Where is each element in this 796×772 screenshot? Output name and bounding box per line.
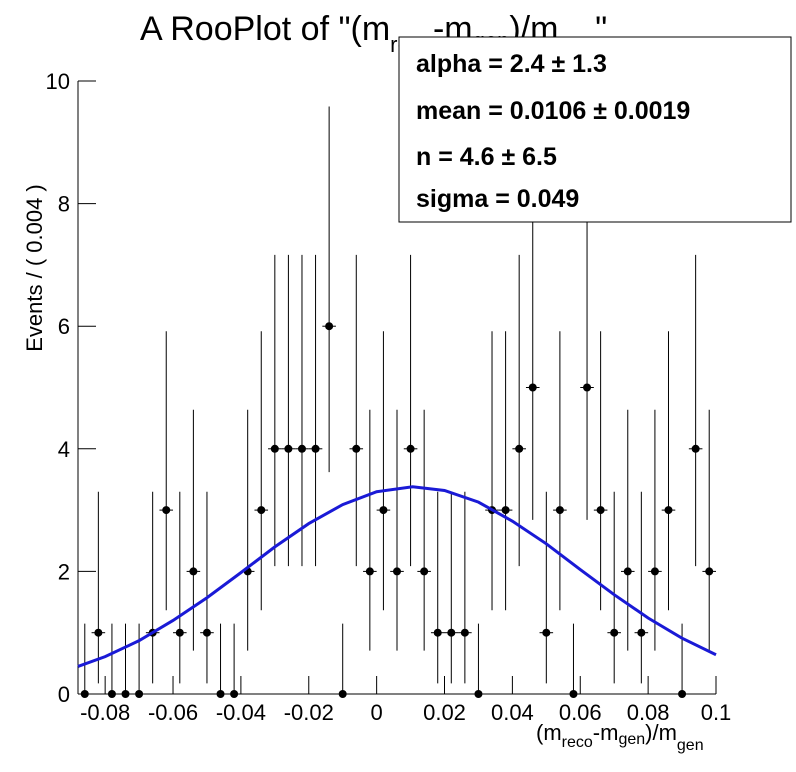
- fit-curve: [77, 485, 717, 668]
- stat-line: n = 4.6 ± 6.5: [416, 143, 557, 171]
- data-point: [610, 628, 619, 637]
- x-tick-label: 0.08: [627, 700, 670, 725]
- data-point: [393, 567, 401, 576]
- data-point: [406, 444, 415, 453]
- data-point: [501, 506, 510, 515]
- x-tick-label: -0.06: [148, 700, 198, 725]
- data-point: [365, 567, 374, 576]
- data-point: [650, 567, 659, 576]
- data-point: [80, 690, 89, 698]
- data-point: [691, 444, 700, 453]
- data-point: [447, 628, 456, 637]
- x-label-part: reco: [562, 734, 593, 751]
- data-point: [107, 690, 116, 698]
- data-point: [175, 628, 184, 637]
- data-point: [352, 444, 361, 453]
- data-point: [162, 506, 171, 515]
- y-tick-label: 2: [58, 559, 70, 584]
- data-point: [297, 444, 306, 453]
- data-point: [230, 690, 239, 698]
- data-point: [325, 322, 334, 331]
- data-point: [515, 444, 524, 453]
- data-point: [528, 383, 537, 392]
- data-point: [678, 690, 687, 698]
- data-point: [284, 444, 293, 453]
- data-point: [542, 628, 551, 637]
- data-point: [637, 628, 646, 637]
- stat-line: mean = 0.0106 ± 0.0019: [416, 97, 690, 125]
- x-tick-label: 0.02: [423, 700, 466, 725]
- x-label-part: gen: [677, 737, 704, 754]
- x-tick-label: 0.06: [559, 700, 602, 725]
- stats-box: [398, 36, 792, 223]
- x-tick-label: 0.1: [701, 700, 732, 725]
- x-label-part: )/m: [645, 720, 677, 745]
- data-point: [596, 506, 605, 515]
- data-point: [583, 383, 592, 392]
- x-label-part: (m: [536, 720, 562, 745]
- data-point: [420, 567, 429, 576]
- data-point: [189, 567, 198, 576]
- x-tick-label: -0.02: [284, 700, 334, 725]
- data-point: [216, 690, 225, 698]
- x-label-part: gen: [618, 731, 645, 748]
- stat-line: alpha = 2.4 ± 1.3: [416, 50, 607, 78]
- x-tick-label: -0.08: [80, 700, 130, 725]
- data-point: [705, 567, 714, 576]
- data-point: [623, 567, 632, 576]
- data-point: [257, 506, 266, 515]
- x-tick-label: 0.04: [491, 700, 534, 725]
- data-point: [569, 690, 578, 698]
- y-tick-label: 0: [58, 682, 70, 707]
- data-point: [202, 628, 211, 637]
- data-point: [270, 444, 279, 453]
- y-tick-label: 4: [58, 437, 70, 462]
- data-point: [311, 444, 320, 453]
- data-point: [433, 628, 442, 637]
- y-axis-label: Events / ( 0.004 ): [22, 184, 47, 352]
- data-point: [135, 690, 144, 698]
- title-part: A RooPlot of "(m: [140, 10, 390, 48]
- x-tick-label: 0: [371, 700, 383, 725]
- data-point: [460, 628, 469, 637]
- y-tick-label: 6: [58, 314, 70, 339]
- data-point: [555, 506, 564, 515]
- x-axis-label: (mreco-mgen)/mgen: [536, 720, 704, 754]
- data-point: [379, 506, 388, 515]
- x-tick-label: -0.04: [216, 700, 266, 725]
- y-tick-label: 10: [46, 69, 70, 94]
- y-tick-label: 8: [58, 192, 70, 217]
- data-point: [474, 690, 483, 698]
- plot-area: 0 2 4 6 8 10 -0.08 -0.06 -0.04 -0.02 0 0.02 0.04 0.06…: [46, 69, 732, 725]
- data-point: [664, 506, 673, 515]
- data-point: [121, 690, 130, 698]
- data-point: [94, 628, 103, 637]
- x-label-part: -m: [593, 720, 619, 745]
- data-point: [338, 690, 347, 698]
- stat-line: sigma = 0.049: [416, 185, 579, 213]
